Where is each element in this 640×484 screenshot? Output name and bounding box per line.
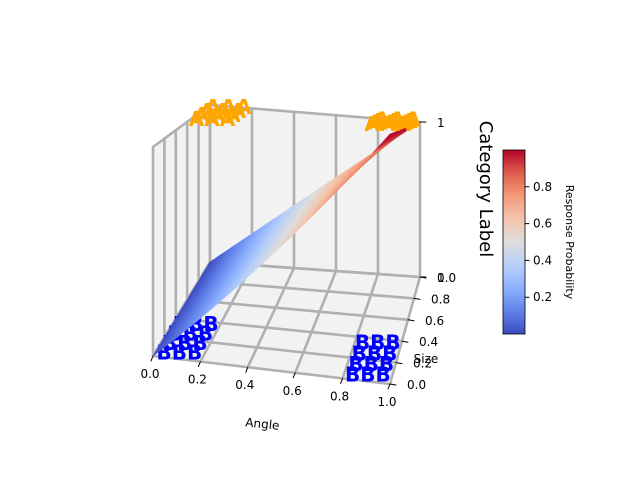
y-axis-label: Size [414,352,439,366]
colorbar-tick-label: 0.6 [533,217,552,231]
y-tick [389,383,397,386]
colorbar: Response Probability 0.2 0.4 0.6 0.8 [502,149,576,335]
x-tick [150,355,154,362]
x-tick [340,377,344,384]
grid-line-floor-x [293,269,338,375]
grid-line-floor-y [163,335,398,364]
x-tick-label: 0.4 [235,378,254,392]
axes: 0.0 0.2 0.4 0.6 0.8 1.00.00.20.40.60.81.001 [140,116,456,409]
text-marker-aaa: AAA [205,95,252,119]
x-tick-label: 0.6 [283,384,302,398]
grid-line-floor-y [174,317,404,343]
z-axis-label: Category Label [475,121,496,258]
y-tick [407,319,415,322]
x-axis-label: Angle [245,415,280,432]
text-marker-bbb: BBB [345,362,391,386]
text-marker-aaa: AAA [200,99,247,123]
y-tick-label: 1.0 [437,271,456,285]
text-marker-bbb: BBB [348,352,394,376]
x-tick-label: 0.0 [140,367,159,381]
grid-line-floor-y [185,298,410,322]
x-tick [292,372,296,379]
left-pane [153,105,210,356]
text-marker-aaa: AAA [364,112,411,136]
text-marker-bbb: BBB [352,341,398,365]
x-tick [387,383,391,390]
grid-line-floor-x [246,266,296,369]
y-tick-label: 0.6 [425,314,444,328]
z-tick-label: 1 [437,116,445,130]
text-marker-aaa: AAA [368,111,415,135]
text-marker-aaa: AAA [374,108,421,132]
y-tick-label: 0.2 [413,357,432,371]
y-tick-label: 0.0 [407,378,426,392]
y-tick [413,297,421,300]
x-tick [197,361,201,368]
colorbar-gradient [502,149,526,335]
text-marker-aaa: AAA [189,107,236,131]
colorbar-tick-label: 0.2 [533,290,552,304]
text-marker-aaa: AAA [371,109,418,133]
x-tick-label: 1.0 [377,395,396,409]
x-tick [245,366,249,373]
z-tick-label: 0 [437,271,445,285]
text-marker-aaa: AAA [194,103,241,127]
colorbar-label: Response Probability [563,185,576,300]
text-marker-bbb: BBB [355,331,401,355]
surface-plot [152,121,421,357]
x-tick-label: 0.2 [188,373,207,387]
x-tick-label: 0.8 [330,389,349,403]
grid-line-floor-x [388,275,422,386]
grid-line-floor-y [151,354,392,386]
colorbar-tick-label: 0.8 [533,180,552,194]
y-tick [401,340,409,343]
grid-line-floor-x [341,272,380,380]
colorbar-tick-label: 0.4 [533,253,552,267]
y-tick-label: 0.8 [431,292,450,306]
grid-line-back-z [208,103,422,124]
y-tick-label: 0.4 [419,335,438,349]
y-tick [395,362,403,365]
grid-line-left-z [151,103,212,149]
